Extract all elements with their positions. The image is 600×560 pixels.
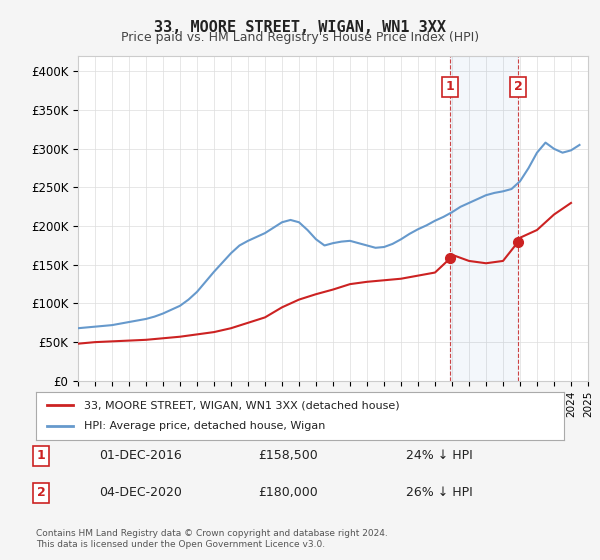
Text: HPI: Average price, detached house, Wigan: HPI: Average price, detached house, Wiga… <box>83 421 325 431</box>
Text: Contains HM Land Registry data © Crown copyright and database right 2024.
This d: Contains HM Land Registry data © Crown c… <box>36 529 388 549</box>
Text: 2: 2 <box>37 486 46 500</box>
Text: 33, MOORE STREET, WIGAN, WN1 3XX: 33, MOORE STREET, WIGAN, WN1 3XX <box>154 20 446 35</box>
Text: Price paid vs. HM Land Registry's House Price Index (HPI): Price paid vs. HM Land Registry's House … <box>121 31 479 44</box>
Bar <box>451 56 518 381</box>
Text: £180,000: £180,000 <box>258 486 317 500</box>
Text: 01-DEC-2016: 01-DEC-2016 <box>100 449 182 463</box>
Text: 2: 2 <box>514 81 523 94</box>
Text: 1: 1 <box>446 81 455 94</box>
Text: £158,500: £158,500 <box>258 449 317 463</box>
Text: 24% ↓ HPI: 24% ↓ HPI <box>406 449 472 463</box>
Text: 33, MOORE STREET, WIGAN, WN1 3XX (detached house): 33, MOORE STREET, WIGAN, WN1 3XX (detach… <box>83 400 399 410</box>
Text: 1: 1 <box>37 449 46 463</box>
Text: 26% ↓ HPI: 26% ↓ HPI <box>406 486 472 500</box>
Text: 04-DEC-2020: 04-DEC-2020 <box>100 486 182 500</box>
